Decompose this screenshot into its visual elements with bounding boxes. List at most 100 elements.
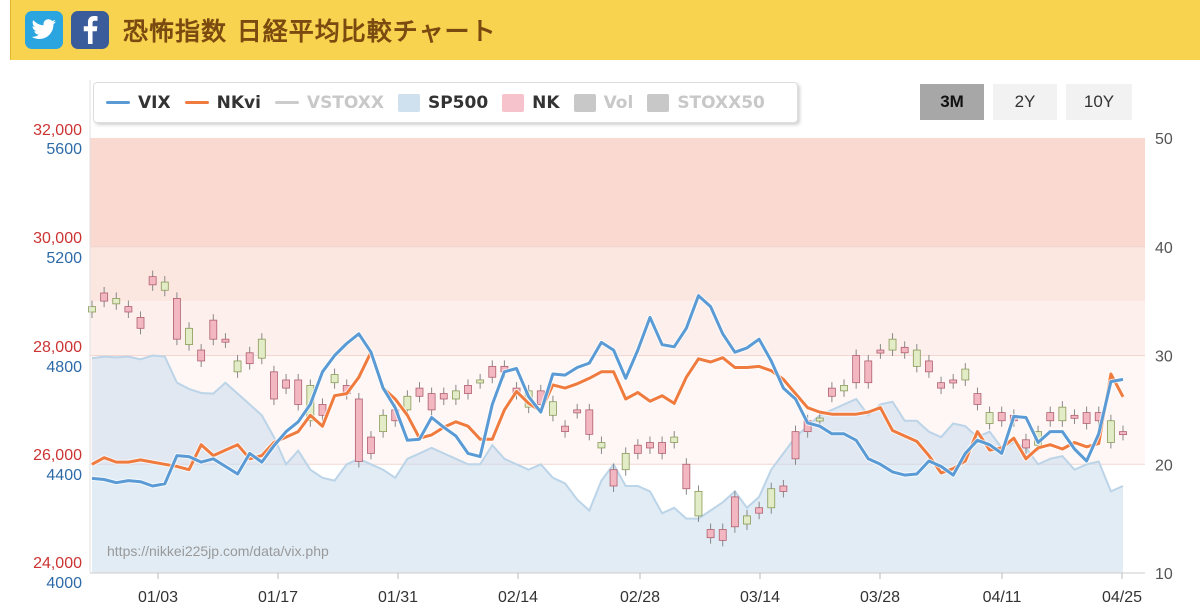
nk-candle <box>185 327 193 346</box>
nk-candle <box>197 349 206 362</box>
nk-candle <box>633 444 642 454</box>
nk-candle <box>973 393 982 405</box>
nk-candle <box>160 281 169 291</box>
nk-candle <box>815 417 824 422</box>
range-10y-button[interactable]: 10Y <box>1066 84 1132 120</box>
legend-label: Vol <box>603 92 634 113</box>
legend-swatch <box>502 93 525 112</box>
nk-candle <box>148 276 157 286</box>
nk-candle <box>646 442 654 449</box>
x-tick-label: 02/28 <box>620 589 660 606</box>
nk-candle <box>961 368 970 381</box>
nk-candle <box>451 390 460 400</box>
nk-candle <box>888 338 897 351</box>
x-tick-label: 01/03 <box>138 589 178 606</box>
vix-tick-label: 20 <box>1155 457 1173 474</box>
nk-candle <box>573 409 582 414</box>
legend-item-nkvi[interactable]: NKvi <box>184 92 261 113</box>
nk-candle <box>282 379 290 389</box>
x-tick-label: 03/28 <box>860 589 900 606</box>
nk-candle <box>112 298 121 305</box>
nk-candle <box>221 338 230 343</box>
nk-candle <box>767 488 776 509</box>
nk-candle <box>900 346 909 354</box>
nk-candle <box>840 385 848 392</box>
legend-swatch <box>106 101 130 104</box>
x-tick-label: 02/14 <box>498 589 538 606</box>
x-tick-label: 03/14 <box>740 589 780 606</box>
nk-candle <box>100 292 109 302</box>
nk-candle <box>1058 406 1067 422</box>
vix-tick-label: 10 <box>1155 566 1173 583</box>
vix-tick-label: 50 <box>1155 131 1173 148</box>
nk-candle <box>257 338 266 359</box>
legend-item-nk[interactable]: NK <box>502 92 560 113</box>
nk-candle <box>354 398 363 462</box>
vix-band-1 <box>90 246 1145 302</box>
nk-tick-label: 26,000 <box>33 447 82 464</box>
range-3m-button[interactable]: 3M <box>920 84 984 120</box>
nk-candle <box>718 529 727 541</box>
sp-tick-label: 4800 <box>46 359 82 376</box>
nk-candle <box>209 319 218 340</box>
nk-candle <box>379 414 388 433</box>
x-tick-label: 04/25 <box>1102 589 1142 606</box>
series-line-vix <box>91 294 1124 488</box>
sp-tick-label: 4400 <box>46 467 82 484</box>
nk-tick-label: 28,000 <box>33 339 82 356</box>
nk-candle <box>318 404 327 416</box>
legend-item-vol[interactable]: Vol <box>573 92 634 113</box>
nk-candle <box>561 425 569 433</box>
nk-candle <box>658 442 666 454</box>
nk-candle <box>682 463 691 490</box>
nk-candle <box>330 374 339 384</box>
vix-tick-label: 40 <box>1155 240 1173 257</box>
legend-swatch <box>274 101 299 104</box>
legend-label: NKvi <box>216 92 261 113</box>
legend-label: SP500 <box>427 92 489 113</box>
page-title: 恐怖指数 日経平均比較チャート <box>123 17 497 46</box>
nk-candle <box>706 529 715 539</box>
twitter-icon[interactable] <box>25 11 63 49</box>
nk-candle <box>694 491 703 517</box>
nk-candle <box>1082 412 1091 424</box>
nk-candle <box>1119 431 1127 436</box>
nk-tick-label: 32,000 <box>33 122 82 139</box>
facebook-icon[interactable] <box>71 11 109 49</box>
nk-candle <box>427 393 436 411</box>
nk-candle <box>124 306 133 313</box>
legend-swatch <box>573 93 596 112</box>
page-header: 恐怖指数 日経平均比較チャート <box>10 0 1200 60</box>
sp-tick-label: 5600 <box>46 141 82 158</box>
nk-candle <box>464 385 472 394</box>
nk-candle <box>937 382 945 389</box>
nk-candle <box>755 507 764 514</box>
range-2y-button[interactable]: 2Y <box>993 84 1057 120</box>
nk-candle <box>791 431 800 460</box>
legend-item-stoxx50[interactable]: STOXX50 <box>647 93 765 113</box>
legend-item-vix[interactable]: VIX <box>106 93 171 113</box>
nk-candle <box>439 393 448 400</box>
legend-label: VSTOXX <box>306 92 384 113</box>
nk-candle <box>1046 412 1055 422</box>
legend-item-sp500[interactable]: SP500 <box>397 92 489 113</box>
nk-candle <box>876 349 885 354</box>
nk-candle <box>245 352 254 365</box>
nk-candle <box>88 306 96 313</box>
nk-candle <box>1106 420 1115 443</box>
legend-label: NK <box>532 92 560 113</box>
nk-candle <box>670 436 679 443</box>
x-tick-label: 01/17 <box>258 589 298 606</box>
nk-tick-label: 24,000 <box>33 555 82 572</box>
nk-candle <box>912 349 921 367</box>
nk-candle <box>415 387 424 397</box>
legend-swatch <box>647 93 670 112</box>
nk-candle <box>488 365 497 378</box>
nk-candle <box>779 485 788 492</box>
legend-item-vstoxx[interactable]: VSTOXX <box>274 92 384 113</box>
sp500-area-fill <box>92 355 1123 573</box>
x-tick-label: 01/31 <box>378 589 418 606</box>
nk-candle <box>925 360 933 373</box>
legend-label: VIX <box>138 92 171 113</box>
nk-candle <box>609 469 618 487</box>
